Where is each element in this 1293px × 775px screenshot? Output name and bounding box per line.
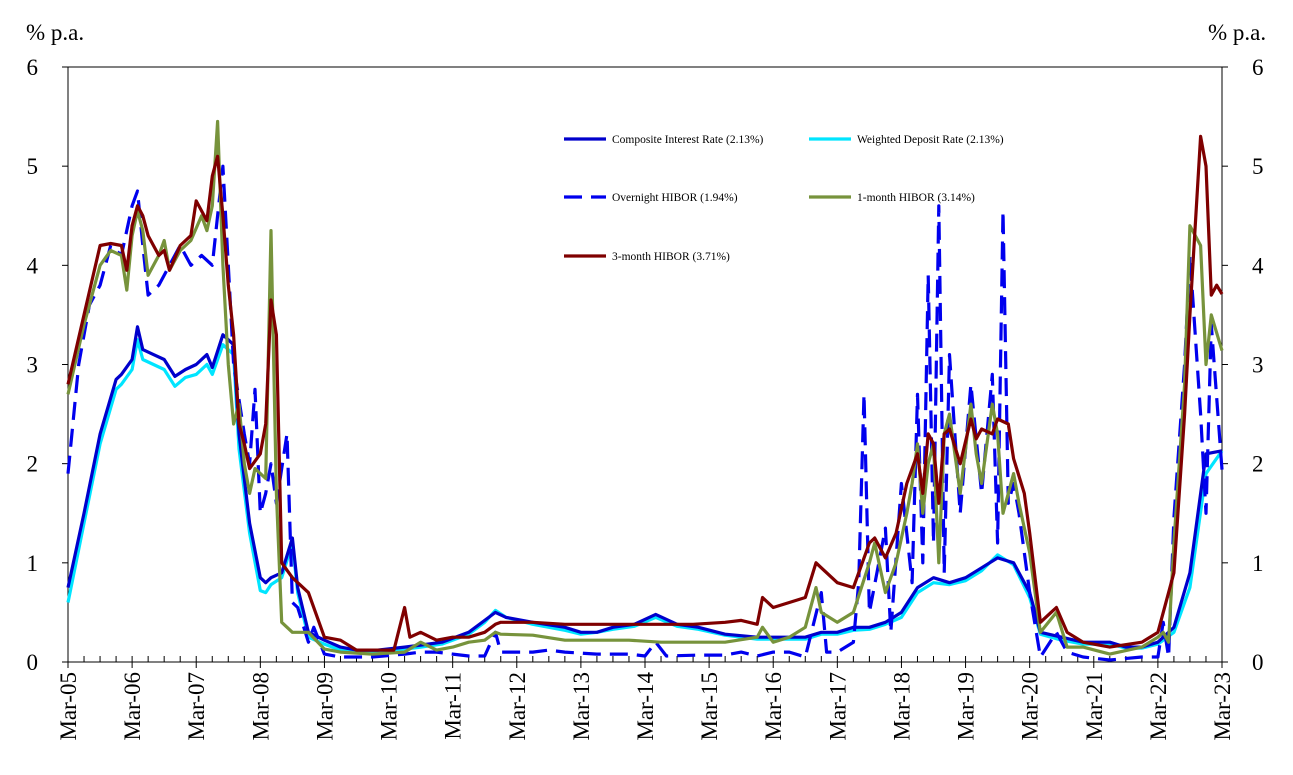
x-tick-label: Mar-07	[184, 672, 209, 741]
x-tick-label: Mar-21	[1082, 672, 1107, 741]
left-unit-label: % p.a.	[26, 20, 84, 45]
legend-label-3: 1-month HIBOR (3.14%)	[857, 192, 975, 204]
left-y-tick-label: 6	[27, 55, 39, 80]
left-y-tick-label: 0	[27, 650, 39, 675]
series-line-3	[66, 119, 1224, 656]
plot-border	[67, 66, 1223, 663]
right-unit-label: % p.a.	[1208, 20, 1266, 45]
left-y-tick-label: 3	[27, 353, 39, 378]
legend: Composite Interest Rate (2.13%) Weighted …	[564, 134, 1004, 263]
legend-label-2: Overnight HIBOR (1.94%)	[612, 192, 738, 204]
series-layer	[66, 119, 1224, 662]
x-tick-label: Mar-10	[377, 672, 402, 741]
right-y-tick-label: 3	[1252, 353, 1264, 378]
x-tick-label: Mar-09	[312, 672, 337, 741]
x-tick-label: Mar-18	[889, 672, 914, 741]
right-y-axis: 0 1 2 3 4 5 6	[1222, 55, 1264, 675]
legend-label-1: Weighted Deposit Rate (2.13%)	[857, 134, 1004, 146]
x-tick-label: Mar-23	[1210, 672, 1235, 741]
x-tick-label: Mar-16	[761, 672, 786, 741]
legend-label-4: 3-month HIBOR (3.71%)	[612, 251, 730, 263]
x-tick-label: Mar-06	[120, 672, 145, 741]
x-tick-label: Mar-17	[825, 672, 850, 741]
series-line-4	[66, 134, 1224, 652]
left-y-axis: 0 1 2 3 4 5 6	[27, 55, 68, 675]
left-y-tick-label: 5	[27, 154, 39, 179]
x-axis: Mar-05 Mar-06 Mar-07 Mar-08 Mar-09 Mar-10 Mar-…	[56, 656, 1235, 741]
right-y-tick-label: 1	[1252, 551, 1264, 576]
right-y-tick-label: 2	[1252, 452, 1264, 477]
right-y-tick-label: 5	[1252, 154, 1264, 179]
x-tick-label: Mar-13	[569, 672, 594, 741]
left-y-tick-label: 4	[27, 253, 39, 278]
left-y-tick-label: 2	[27, 452, 39, 477]
plot-area	[67, 66, 1223, 663]
x-tick-label: Mar-15	[697, 672, 722, 741]
x-tick-label: Mar-05	[56, 672, 81, 741]
series-line-2	[66, 164, 1224, 662]
x-tick-label: Mar-22	[1146, 672, 1171, 741]
right-y-tick-label: 4	[1252, 253, 1264, 278]
x-tick-label: Mar-20	[1018, 672, 1043, 741]
legend-label-0: Composite Interest Rate (2.13%)	[612, 134, 764, 146]
right-y-tick-label: 6	[1252, 55, 1264, 80]
x-tick-label: Mar-08	[248, 672, 273, 741]
x-tick-label: Mar-12	[505, 672, 530, 741]
x-tick-label: Mar-11	[441, 672, 466, 740]
left-y-tick-label: 1	[27, 551, 39, 576]
x-tick-label: Mar-19	[954, 672, 979, 741]
right-y-tick-label: 0	[1252, 650, 1264, 675]
x-tick-label: Mar-14	[633, 672, 658, 741]
series-line-1	[66, 338, 1224, 654]
series-line-0	[66, 325, 1223, 652]
